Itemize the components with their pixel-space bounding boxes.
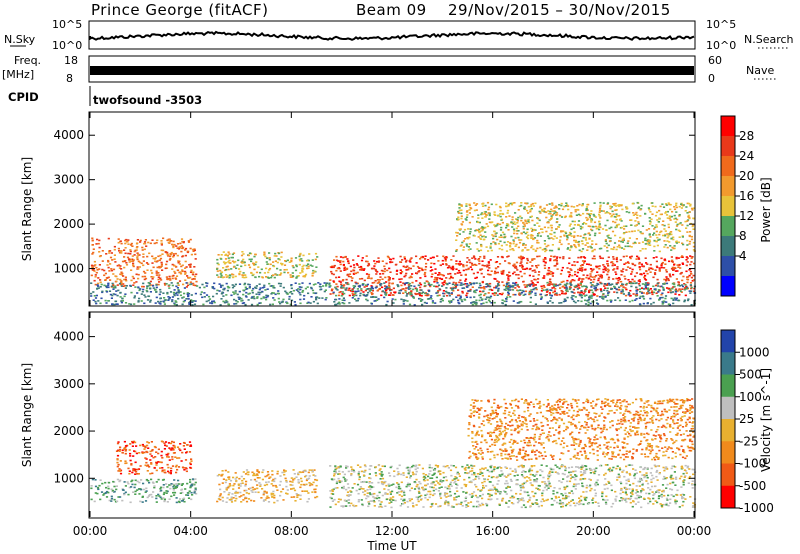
colorbar-tick-label: -500 (739, 479, 766, 493)
colorbar-tick-label: 20 (739, 169, 754, 183)
nave-tick-top: 60 (708, 54, 722, 67)
velocity-echo-region (216, 469, 319, 504)
power-ytick-label: 3000 (53, 173, 84, 187)
colorbar-swatch (721, 136, 735, 157)
colorbar-tick-label: 100 (739, 390, 762, 404)
freq-label: Freq. (14, 54, 41, 67)
power-yticks: 4000 3000 2000 1000 (53, 128, 695, 276)
colorbar-tick-label: 12 (739, 209, 754, 223)
colorbar-tick-label: 24 (739, 149, 754, 163)
colorbar-swatch (721, 276, 735, 297)
power-echo-region (90, 281, 697, 306)
colorbar-tick-label: 25 (739, 412, 754, 426)
power-echo-region (455, 201, 696, 253)
power-ytick-label: 2000 (53, 217, 84, 231)
power-ytick-label: 1000 (53, 262, 84, 276)
velocity-echo-region (115, 440, 193, 475)
colorbar-tick-label: 500 (739, 368, 762, 382)
colorbar-swatch (721, 419, 735, 442)
colorbar-swatch (721, 396, 735, 420)
colorbar-tick-label: 16 (739, 189, 754, 203)
power-colorbar-label: Power [dB] (759, 177, 773, 242)
nsearch-tick-bottom: 10^0 (706, 39, 736, 52)
freq-panel-frame (88, 55, 696, 83)
power-echo-layer (90, 201, 697, 306)
colorbar-tick-label: -25 (739, 434, 759, 448)
time-axis-ticks: 00:00 04:00 08:00 12:00 16:00 20:00 00:00 (73, 112, 712, 538)
nsky-panel-frame (88, 20, 696, 50)
velocity-panel-frame (88, 311, 696, 519)
colorbar-tick-label: 1000 (739, 345, 770, 359)
velocity-echo-region (329, 464, 697, 509)
nsky-tick-top: 10^5 (52, 18, 82, 31)
velocity-echo-region (467, 398, 696, 461)
colorbar-tick-label: 8 (739, 229, 747, 243)
freq-unit: [MHz] (2, 68, 34, 81)
colorbar-swatch (721, 256, 735, 277)
date-range: 29/Nov/2015 – 30/Nov/2015 (448, 1, 671, 19)
velocity-ytick-label: 1000 (53, 471, 84, 485)
velocity-yticks: 4000 3000 2000 1000 (53, 330, 695, 485)
velocity-ylabel: Slant Range [km] (20, 363, 34, 467)
power-echo-region (90, 237, 198, 288)
nsky-tick-bottom: 10^0 (52, 39, 82, 52)
nsky-label: N.Sky (4, 33, 36, 46)
station-title: Prince George (fitACF) (91, 1, 268, 19)
time-axis-label: Time UT (366, 539, 417, 553)
velocity-ytick-label: 3000 (53, 377, 84, 391)
velocity-echo-layer (90, 398, 697, 509)
velocity-colorbar-label: Velocity [m s^-1] (759, 368, 773, 472)
power-ytick-label: 4000 (53, 128, 84, 142)
colorbar-frame (720, 115, 736, 297)
colorbar-swatch (721, 485, 735, 509)
colorbar-tick-label: -100 (739, 457, 766, 471)
nsearch-label: N.Search (744, 33, 794, 46)
colorbar-swatch (721, 352, 735, 375)
colorbar-swatch (721, 374, 735, 398)
velocity-echo-region (90, 478, 198, 504)
velocity-ytick-label: 2000 (53, 424, 84, 438)
colorbar-swatch (721, 441, 735, 464)
cpid-label: CPID (8, 90, 39, 104)
colorbar-tick-label: 4 (739, 249, 747, 263)
colorbar-tick-label: -1000 (739, 501, 774, 515)
nsky-line (89, 30, 695, 41)
power-colorbar: 28 24 20 16 12 8 4 (720, 115, 754, 297)
beam-label: Beam 09 (356, 1, 427, 19)
xtick-label: 12:00 (375, 524, 410, 538)
xtick-label: 20:00 (576, 524, 611, 538)
colorbar-swatch (721, 236, 735, 257)
nsearch-tick-top: 10^5 (706, 18, 736, 31)
velocity-colorbar: 1000 500 100 25 -25 -100 -500 -1000 (720, 329, 774, 515)
xtick-label: 00:00 (73, 524, 108, 538)
colorbar-tick-label: 28 (739, 129, 754, 143)
cpid-value: twofsound -3503 (93, 93, 202, 107)
colorbar-swatch (721, 196, 735, 217)
colorbar-swatch (721, 463, 735, 487)
xtick-label: 16:00 (475, 524, 510, 538)
xtick-label: 08:00 (274, 524, 309, 538)
colorbar-swatch (721, 176, 735, 197)
colorbar-swatch (721, 156, 735, 177)
nave-tick-bottom: 0 (708, 72, 715, 85)
freq-band (90, 66, 694, 75)
nave-label: Nave (746, 64, 774, 77)
nsky-trace (89, 30, 695, 41)
velocity-ytick-label: 4000 (53, 330, 84, 344)
colorbar-swatch (721, 330, 735, 353)
power-panel-frame (88, 111, 696, 307)
power-echo-region (216, 251, 319, 279)
xtick-label: 00:00 (677, 524, 712, 538)
freq-tick-top: 18 (64, 54, 78, 67)
colorbar-swatch (721, 216, 735, 237)
power-ylabel: Slant Range [km] (20, 157, 34, 261)
colorbar-swatch (721, 116, 735, 137)
xtick-label: 04:00 (173, 524, 208, 538)
freq-tick-bottom: 8 (66, 72, 73, 85)
